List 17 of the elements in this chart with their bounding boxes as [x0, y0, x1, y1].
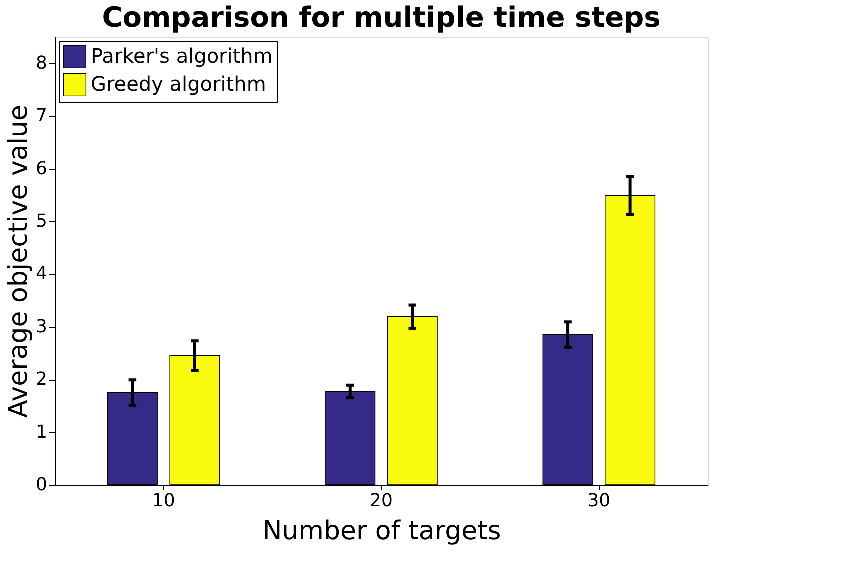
- x-tick-label: 20: [370, 490, 393, 512]
- legend-label: Greedy algorithm: [91, 72, 266, 96]
- y-tick-label: 2: [36, 369, 48, 390]
- y-tick-label: 6: [36, 158, 48, 180]
- y-tick-label: 4: [36, 264, 48, 285]
- y-tick-label: 0: [36, 474, 48, 496]
- y-tick-label: 3: [36, 316, 48, 338]
- chart-title: Comparison for multiple time steps: [102, 1, 661, 34]
- x-tick-label: 30: [588, 490, 611, 512]
- x-tick-label: 10: [152, 490, 176, 512]
- y-axis-title: Average objective value: [4, 104, 34, 418]
- y-tick-label: 8: [36, 52, 48, 74]
- x-axis-title: Number of targets: [262, 516, 502, 546]
- y-tick-label: 1: [36, 422, 48, 443]
- legend-label: Parker's algorithm: [91, 44, 273, 68]
- y-tick-label: 5: [36, 210, 48, 232]
- y-tick-label: 7: [36, 106, 48, 127]
